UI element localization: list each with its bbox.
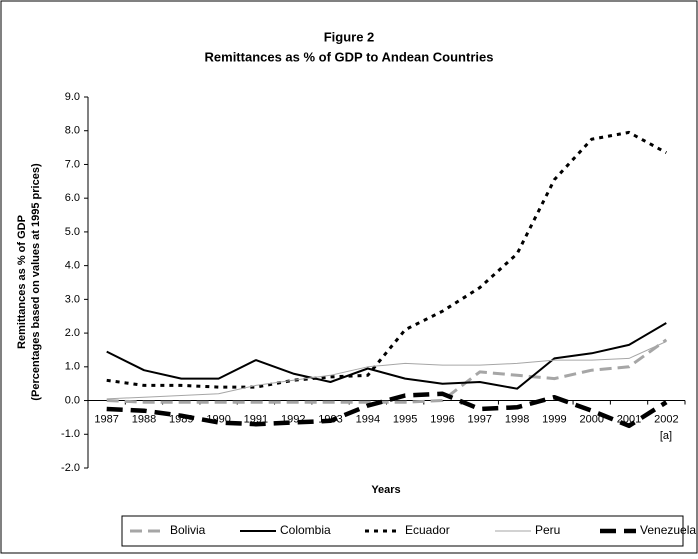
series-line — [106, 130, 668, 389]
x-tick-label: 2000 — [579, 413, 603, 425]
y-tick-label: 3.0 — [65, 293, 80, 305]
y-tick-label: 1.0 — [65, 361, 80, 373]
legend-label: Peru — [535, 523, 560, 537]
y-tick-label: 5.0 — [65, 226, 80, 238]
chart-subtitle: Remittances as % of GDP to Andean Countr… — [205, 49, 494, 64]
y-tick-label: 0.0 — [65, 394, 80, 406]
series-line — [106, 338, 668, 404]
y-axis-subtitle: (Percentages based on values at 1995 pri… — [30, 163, 42, 401]
x-tick-label: 1996 — [430, 413, 454, 425]
y-axis-title: Remittances as % of GDP — [16, 215, 28, 349]
x-tick-label: 1997 — [468, 413, 492, 425]
x-tick-label: 1987 — [94, 413, 118, 425]
y-tick-label: 2.0 — [65, 327, 80, 339]
x-tick-label: 2002 — [654, 413, 678, 425]
series-line — [106, 341, 667, 400]
y-tick-label: -1.0 — [61, 428, 80, 440]
y-tick-label: -2.0 — [61, 462, 80, 474]
y-tick-label: 7.0 — [65, 158, 80, 170]
legend-label: Ecuador — [405, 523, 450, 537]
x-tick-label: 1988 — [132, 413, 156, 425]
y-tick-label: 4.0 — [65, 260, 80, 272]
legend-label: Colombia — [280, 523, 331, 537]
legend-box — [121, 515, 684, 547]
x-axis-title: Years — [371, 484, 400, 496]
annotation: [a] — [660, 430, 672, 442]
legend-label: Venezuela — [640, 523, 696, 537]
legend-label: Bolivia — [170, 523, 206, 537]
x-tick-label: 1994 — [356, 413, 380, 425]
x-tick-label: 1995 — [393, 413, 417, 425]
y-tick-label: 9.0 — [65, 91, 80, 103]
y-tick-label: 6.0 — [65, 192, 80, 204]
chart-title: Figure 2 — [324, 29, 375, 44]
x-tick-label: 1998 — [505, 413, 529, 425]
x-tick-label: 1999 — [542, 413, 566, 425]
series-line — [106, 322, 667, 390]
y-tick-label: 8.0 — [65, 125, 80, 137]
